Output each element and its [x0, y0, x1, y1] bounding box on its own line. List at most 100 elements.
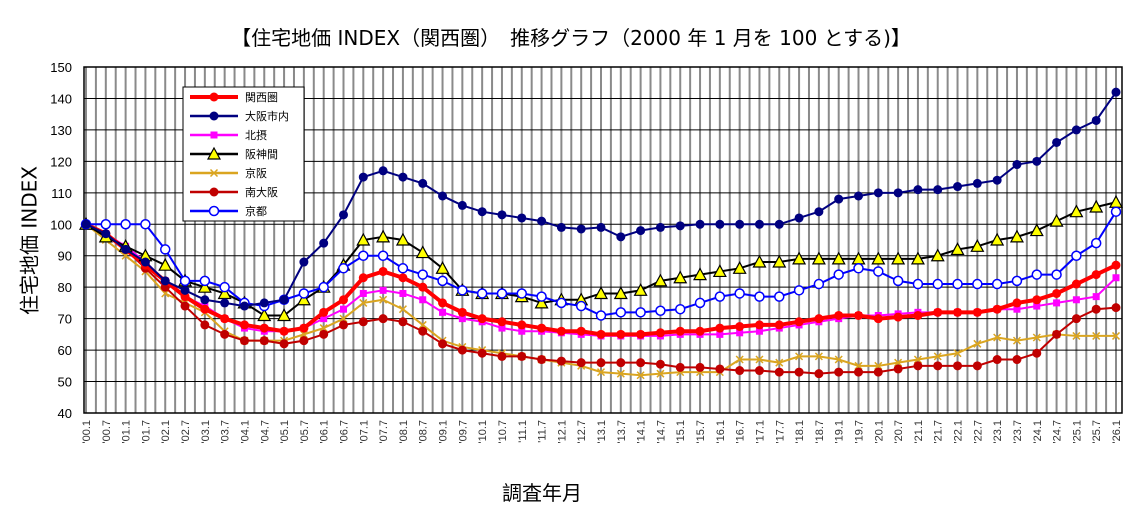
y-tick-label: 140	[50, 91, 72, 106]
data-point	[873, 188, 883, 198]
data-point	[913, 355, 922, 364]
x-tick-label: '08.1	[398, 420, 410, 444]
data-point	[556, 297, 567, 309]
data-point	[655, 359, 665, 369]
data-point	[1069, 204, 1084, 218]
x-tick-label: '23.7	[1012, 420, 1024, 444]
x-tick-label: '22.7	[972, 420, 984, 444]
x-tick-label: '16.1	[715, 420, 727, 444]
data-point	[973, 339, 982, 348]
data-point	[358, 172, 368, 182]
data-point	[359, 289, 367, 297]
data-point	[299, 330, 308, 339]
y-tick-label: 100	[50, 217, 72, 232]
x-tick-label: '05.7	[299, 420, 311, 444]
legend-marker	[206, 146, 222, 160]
data-point	[457, 285, 468, 296]
data-point	[239, 301, 249, 311]
data-point	[854, 367, 863, 377]
data-point	[1032, 333, 1041, 342]
data-point	[200, 320, 210, 330]
data-point	[993, 333, 1002, 342]
legend-marker	[209, 168, 219, 178]
data-point	[795, 352, 804, 361]
data-point	[792, 251, 807, 265]
data-point	[259, 298, 269, 308]
x-tick-label: '12.7	[576, 420, 588, 444]
data-point	[197, 279, 212, 293]
data-point	[794, 317, 804, 327]
data-point	[755, 327, 763, 335]
data-point	[220, 329, 230, 339]
x-tick-label: '23.1	[992, 420, 1004, 444]
x-tick-label: '21.1	[913, 420, 925, 444]
data-point	[140, 219, 151, 230]
data-point	[834, 367, 844, 377]
data-point	[736, 329, 744, 337]
data-point	[279, 339, 289, 349]
data-point	[972, 278, 983, 290]
data-point	[477, 207, 487, 217]
data-point	[794, 367, 804, 377]
data-point	[636, 329, 646, 339]
data-point	[339, 210, 348, 220]
y-tick-label: 70	[58, 312, 72, 327]
x-tick-label: '26.1	[1111, 420, 1123, 444]
x-tick-label: '25.7	[1091, 420, 1103, 444]
x-tick-label: '07.7	[378, 420, 390, 444]
data-point	[378, 266, 388, 276]
data-point	[378, 314, 388, 324]
data-point	[457, 200, 467, 210]
data-point	[437, 275, 448, 287]
data-point	[339, 320, 348, 330]
y-tick-label: 120	[50, 154, 72, 169]
data-point	[891, 251, 906, 265]
x-tick-label: '24.7	[1052, 420, 1064, 444]
data-point	[180, 285, 190, 295]
x-tick-label: '04.7	[259, 420, 271, 444]
data-point	[1012, 355, 1022, 365]
data-point	[338, 263, 349, 274]
data-point	[595, 310, 607, 321]
data-point	[299, 336, 309, 346]
data-point	[735, 366, 745, 376]
data-point	[873, 314, 883, 324]
x-tick-label: '15.1	[675, 420, 687, 444]
data-point	[735, 355, 744, 364]
data-point	[814, 314, 824, 324]
data-point	[458, 315, 466, 323]
y-tick-label: 110	[51, 186, 72, 201]
data-point	[715, 364, 725, 374]
data-point	[1092, 331, 1101, 340]
data-point	[596, 329, 606, 339]
data-point	[1071, 250, 1082, 261]
data-point	[556, 326, 566, 336]
legend-marker	[209, 187, 219, 197]
data-point	[814, 369, 824, 379]
y-tick-label: 60	[58, 343, 72, 358]
data-point	[418, 282, 428, 292]
x-tick-label: '20.1	[873, 420, 885, 444]
data-point	[417, 269, 428, 280]
data-point	[910, 251, 925, 265]
data-point	[516, 288, 528, 299]
data-point	[912, 278, 924, 290]
data-point	[239, 320, 249, 330]
data-point	[871, 251, 886, 265]
x-tick-label: '00.1	[81, 420, 93, 444]
x-tick-label: '13.7	[616, 420, 628, 444]
data-point	[1092, 293, 1100, 301]
data-point	[319, 329, 329, 339]
data-point	[340, 305, 347, 313]
data-point	[395, 232, 410, 246]
data-point	[378, 166, 388, 176]
data-point	[972, 307, 982, 317]
data-point	[296, 292, 311, 306]
y-tick-label: 50	[58, 375, 72, 390]
data-point	[379, 295, 388, 304]
data-point	[1009, 229, 1024, 243]
data-point	[319, 307, 329, 317]
data-point	[873, 367, 883, 377]
legend-marker	[209, 92, 219, 102]
